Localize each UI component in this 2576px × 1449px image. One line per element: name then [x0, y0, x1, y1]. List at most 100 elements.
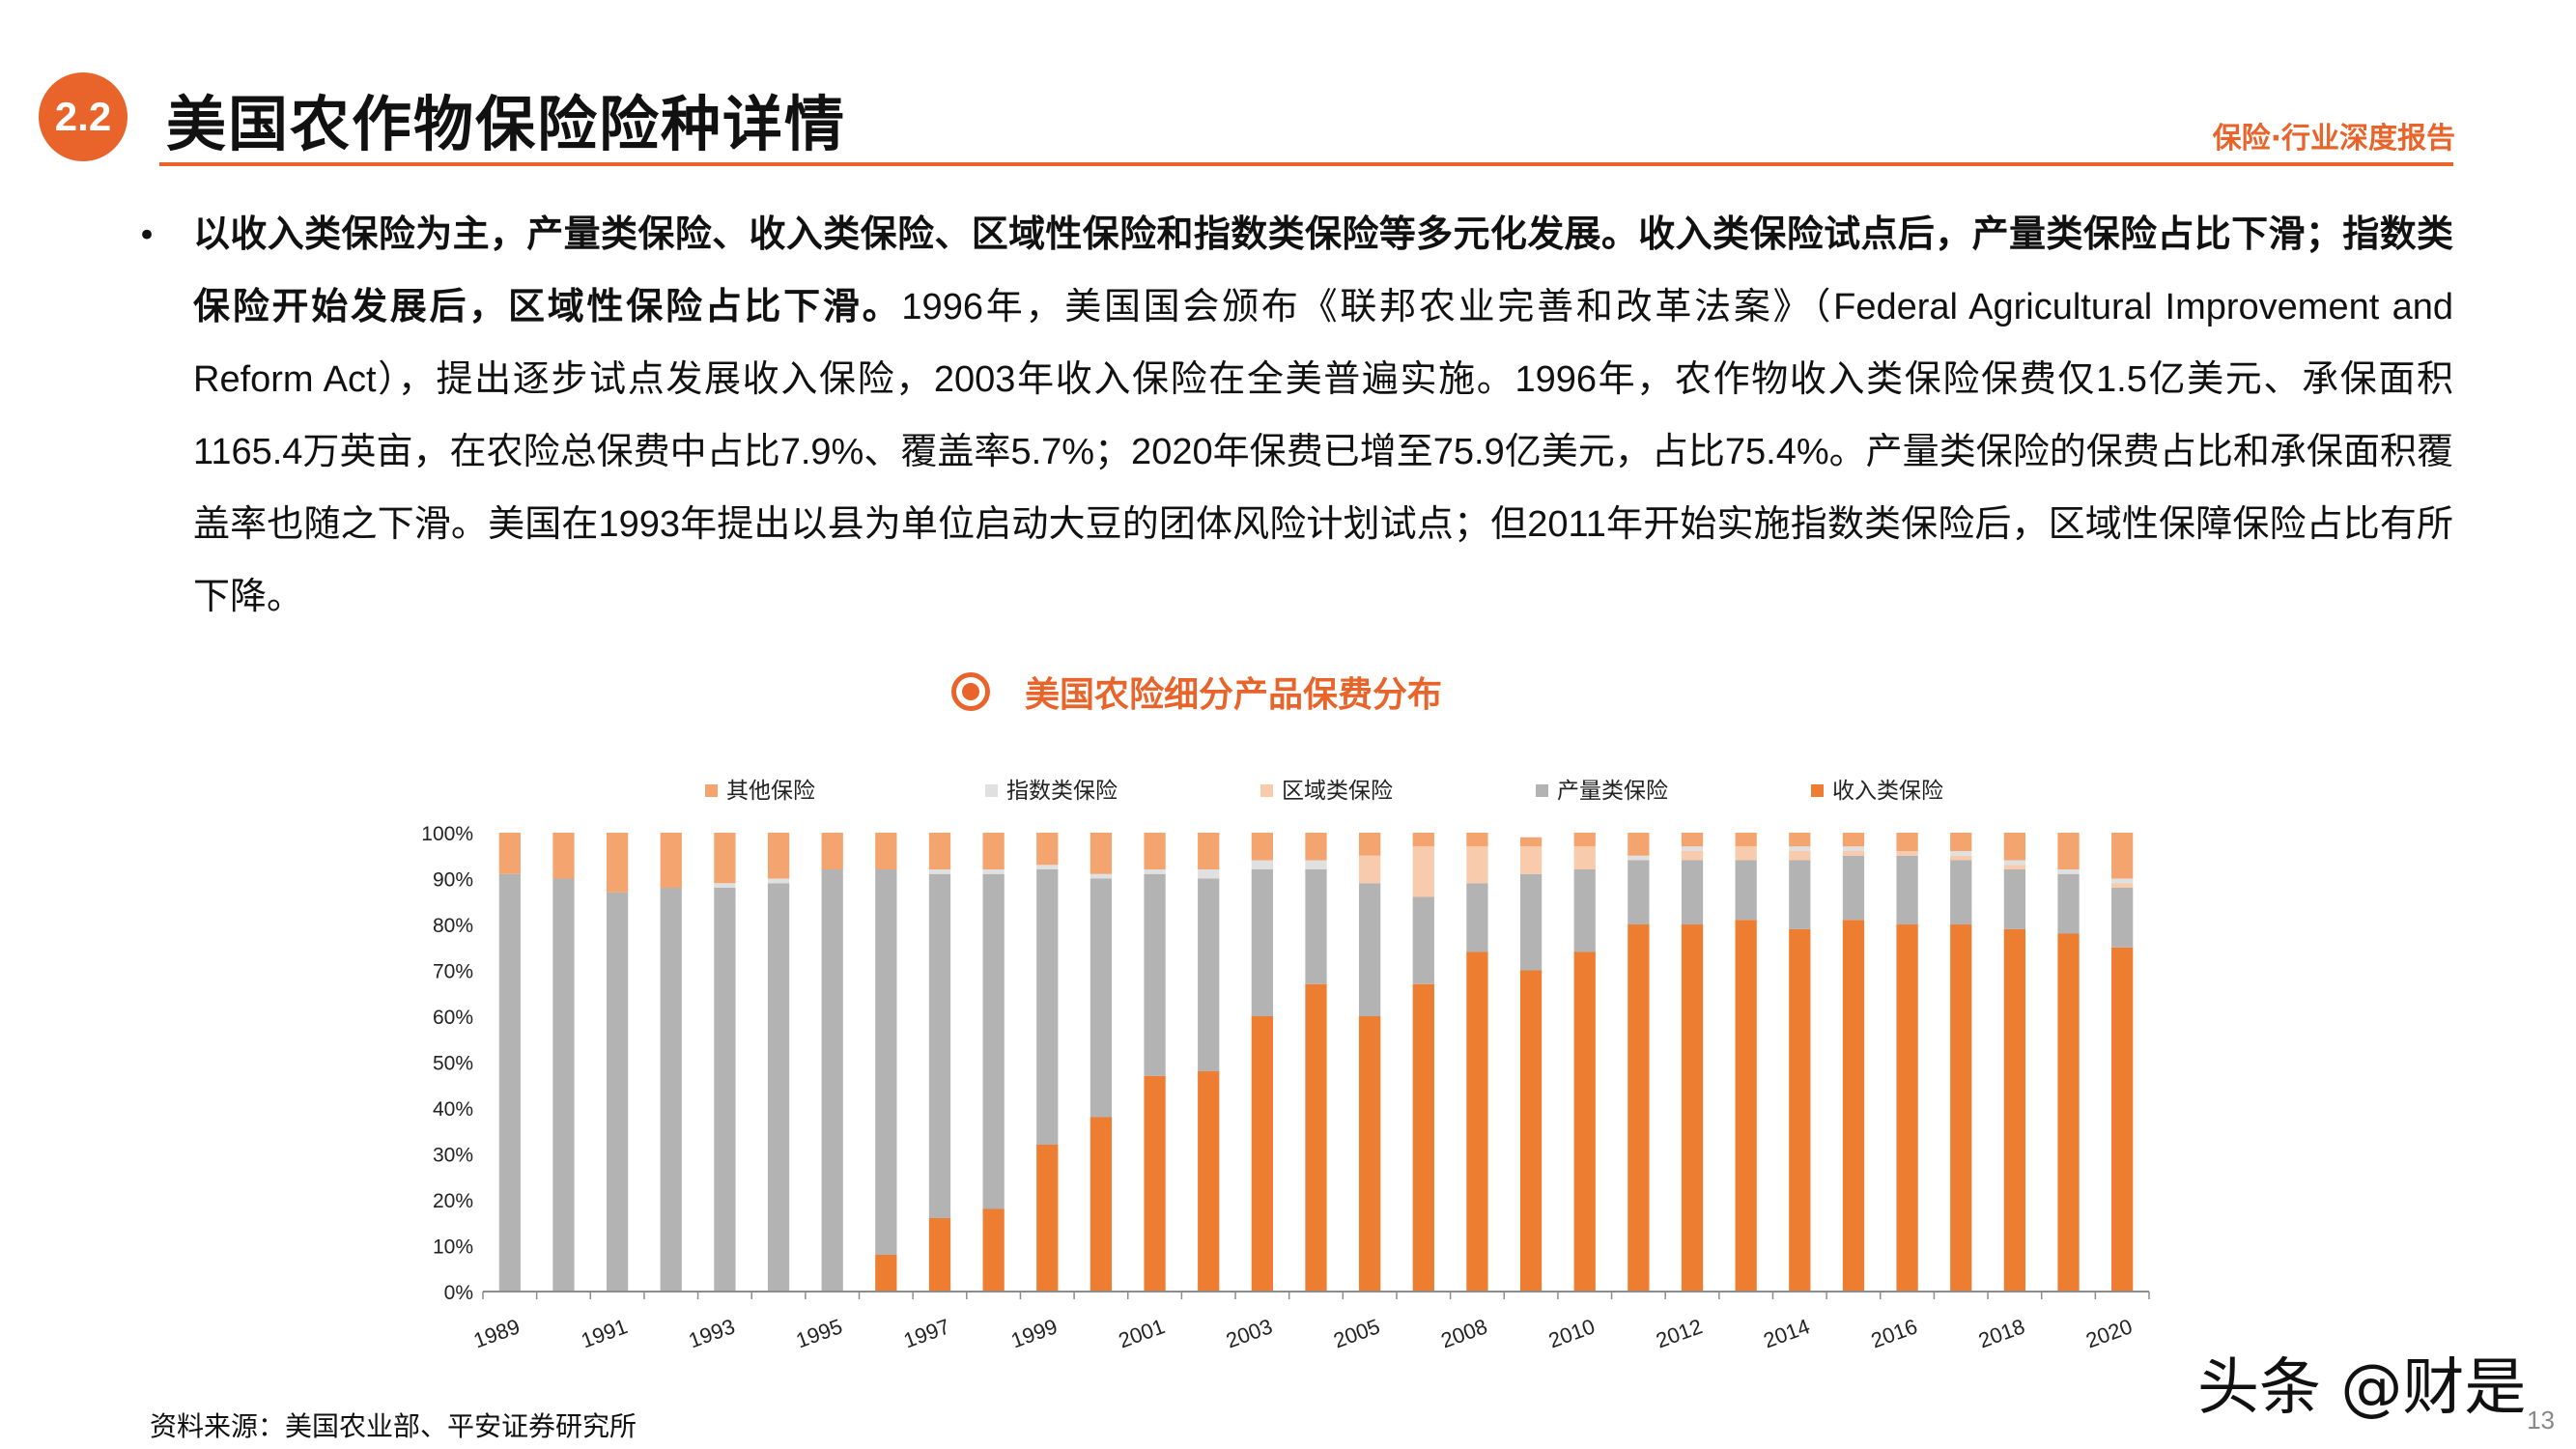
bar-segment [2111, 883, 2134, 888]
x-tick-label: 1995 [793, 1314, 846, 1352]
bar-segment [1251, 860, 1273, 869]
x-tick-label: 2008 [1438, 1314, 1491, 1352]
bar-segment [1251, 833, 1273, 861]
section-number-badge: 2.2 [39, 72, 127, 161]
legend-label: 区域类保险 [1282, 779, 1393, 804]
bar-segment [1144, 1075, 1166, 1292]
bar-segment [2003, 833, 2026, 861]
x-tick-label: 2018 [1975, 1314, 2028, 1352]
bullet-icon: • [137, 216, 157, 255]
bar-segment [1466, 883, 1488, 952]
bar-segment [928, 833, 951, 869]
bar-segment [1573, 869, 1596, 952]
bar-segment [1090, 833, 1113, 874]
bar-segment [1251, 1016, 1273, 1292]
bar-segment [1681, 833, 1704, 847]
bar-segment [1519, 837, 1543, 847]
bar-segment [1412, 896, 1434, 984]
bar-segment [1789, 860, 1811, 929]
report-brand: 保险·行业深度报告 [2212, 122, 2455, 156]
y-tick-label: 60% [433, 1007, 473, 1029]
bar-segment [1305, 983, 1327, 1292]
bar-segment [2003, 869, 2026, 929]
bar-segment [1842, 833, 1865, 847]
y-tick-label: 0% [444, 1282, 473, 1304]
x-tick-label: 2010 [1545, 1314, 1599, 1352]
bar-segment [928, 1218, 951, 1292]
bar-segment [1628, 855, 1650, 861]
bar-segment [1090, 1117, 1113, 1292]
bar-segment [2057, 833, 2080, 869]
bar-segment [606, 892, 629, 1292]
x-tick-label: 2014 [1760, 1314, 1813, 1352]
bar-segment [2057, 869, 2080, 874]
bar-segment [606, 833, 629, 893]
bar-segment [1198, 833, 1220, 869]
bar-segment [1144, 873, 1166, 1076]
target-icon [951, 672, 990, 711]
bar-segment [1735, 920, 1757, 1292]
bar-segment [1735, 833, 1757, 847]
bar-segment [2111, 833, 2134, 879]
bar-segment [1628, 860, 1650, 924]
bar-segment [1305, 860, 1327, 869]
bar-segment [2003, 928, 2026, 1292]
legend-label: 其他保险 [726, 779, 815, 804]
bar-segment [1789, 851, 1811, 861]
bar-segment [1573, 952, 1596, 1292]
bar-segment [821, 869, 843, 1292]
bar-segment [1359, 855, 1381, 884]
bar-segment [1681, 860, 1704, 924]
bar-segment [928, 869, 951, 874]
bar-segment [1950, 855, 1972, 861]
y-tick-label: 30% [433, 1145, 473, 1167]
bar-segment [552, 878, 575, 1292]
bar-segment [1896, 851, 1918, 856]
bar-segment [1359, 1016, 1381, 1292]
bar-segment [1573, 833, 1596, 847]
bar-segment [1036, 865, 1059, 869]
legend-swatch [1260, 784, 1273, 797]
x-tick-label: 2020 [2082, 1314, 2136, 1352]
bar-segment [1305, 869, 1327, 984]
bar-segment [982, 873, 1005, 1209]
bar-segment [1519, 873, 1543, 971]
x-tick-label: 2016 [1868, 1314, 1921, 1352]
legend-label: 指数类保险 [1006, 779, 1118, 804]
bar-segment [1090, 873, 1113, 879]
bar-segment [982, 869, 1005, 874]
bar-segment [1305, 833, 1327, 861]
x-tick-label: 1991 [578, 1314, 631, 1352]
bar-segment [498, 833, 521, 874]
bar-segment [1950, 833, 1972, 851]
body-normal-text: 1996年，美国国会颁布《联邦农业完善和改革法案》（Federal Agricu… [193, 287, 2453, 617]
bar-segment [1789, 833, 1811, 847]
x-tick-label: 2003 [1223, 1314, 1276, 1352]
bar-segment [1789, 846, 1811, 851]
bar-segment [875, 1255, 897, 1292]
bar-segment [714, 883, 736, 888]
bar-segment [1842, 851, 1865, 856]
y-tick-label: 90% [433, 869, 473, 892]
bar-segment [1950, 860, 1972, 924]
bar-segment [1198, 1071, 1220, 1292]
bar-segment [982, 833, 1005, 869]
chart-title: 美国农险细分产品保费分布 [951, 667, 1442, 717]
y-tick-label: 20% [433, 1190, 473, 1212]
y-tick-label: 80% [433, 915, 473, 937]
bar-segment [1842, 855, 1865, 921]
bar-segment [1466, 833, 1488, 847]
bar-segment [2003, 865, 2026, 869]
y-tick-label: 70% [433, 961, 473, 983]
bar-segment [1198, 878, 1220, 1071]
bar-segment [1681, 846, 1704, 851]
x-tick-label: 1993 [686, 1314, 739, 1352]
x-tick-label: 1997 [900, 1314, 953, 1352]
bar-segment [1896, 833, 1918, 851]
y-tick-label: 50% [433, 1053, 473, 1075]
bar-segment [1519, 970, 1543, 1292]
title-underline [159, 162, 2453, 166]
bar-segment [1466, 952, 1488, 1292]
bar-segment [2057, 873, 2080, 934]
bar-segment [2057, 933, 2080, 1292]
